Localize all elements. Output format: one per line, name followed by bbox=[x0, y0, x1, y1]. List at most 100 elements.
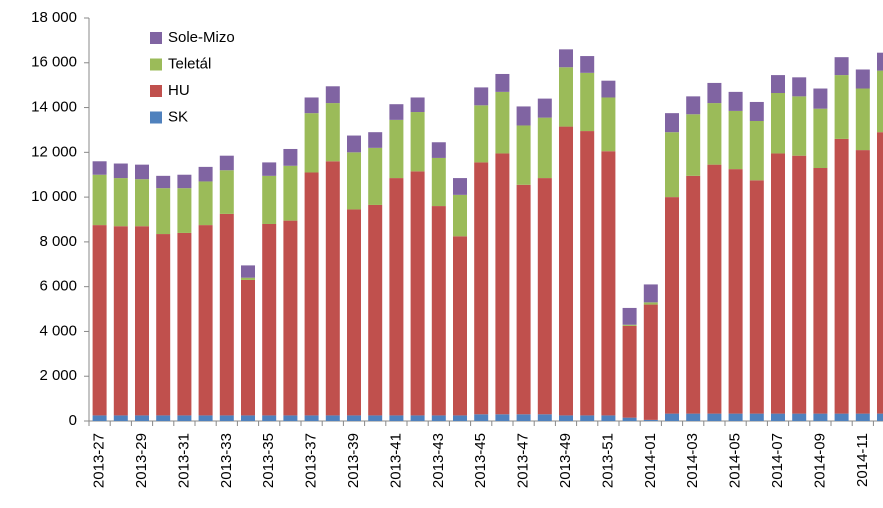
bar-segment bbox=[368, 132, 383, 148]
bar-segment bbox=[453, 415, 467, 421]
bar-segment bbox=[622, 325, 637, 418]
bar-segment bbox=[431, 415, 446, 421]
bar-segment bbox=[792, 413, 807, 421]
x-tick-label: 2013-43 bbox=[430, 433, 447, 488]
bar-segment bbox=[283, 165, 298, 221]
bar-segment bbox=[728, 91, 743, 111]
bar-segment bbox=[410, 171, 425, 416]
bar-segment bbox=[495, 153, 510, 415]
bar-segment bbox=[347, 415, 361, 421]
bar-segment bbox=[198, 181, 213, 226]
bar-segment bbox=[495, 73, 510, 92]
bar-segment bbox=[92, 225, 107, 416]
bar-segment bbox=[262, 415, 277, 421]
bar-segment bbox=[601, 151, 616, 416]
bar-segment bbox=[241, 265, 255, 278]
bar-segment bbox=[241, 277, 255, 280]
y-tick-label: 2 000 bbox=[39, 367, 77, 384]
bar-segment bbox=[707, 82, 722, 104]
bar-segment bbox=[516, 414, 531, 421]
y-tick-label: 16 000 bbox=[31, 54, 77, 71]
bar-segment bbox=[198, 225, 213, 416]
legend-label: Teletál bbox=[168, 55, 211, 72]
y-tick-label: 6 000 bbox=[39, 278, 77, 295]
bar-segment bbox=[516, 125, 531, 185]
bar-segment bbox=[198, 415, 213, 421]
bar-segment bbox=[389, 104, 404, 120]
bar-segment bbox=[877, 413, 883, 421]
bar-segment bbox=[304, 415, 319, 421]
bar-segment bbox=[855, 413, 870, 421]
bar-segment bbox=[262, 223, 277, 416]
bar-segment bbox=[749, 120, 764, 181]
bar-segment bbox=[537, 414, 552, 421]
bar-segment bbox=[749, 413, 764, 421]
bar-segment bbox=[495, 91, 510, 154]
bar-segment bbox=[771, 153, 785, 414]
x-tick-label: 2013-47 bbox=[515, 433, 532, 488]
legend-swatch bbox=[150, 111, 162, 124]
bar-segment bbox=[855, 150, 870, 414]
bar-segment bbox=[389, 178, 404, 416]
bar-segment bbox=[686, 114, 701, 176]
bar-segment bbox=[559, 126, 573, 416]
bar-segment bbox=[728, 110, 743, 170]
x-tick-label: 2013-39 bbox=[345, 433, 362, 488]
bar-segment bbox=[283, 220, 298, 416]
y-tick-label: 8 000 bbox=[39, 233, 77, 250]
x-tick-label: 2014-09 bbox=[811, 433, 828, 488]
x-tick-label: 2013-37 bbox=[303, 433, 320, 488]
bar-segment bbox=[834, 413, 849, 421]
bar-segment bbox=[262, 175, 277, 224]
bar-segment bbox=[877, 132, 883, 414]
bar-segment bbox=[474, 414, 489, 421]
legend-swatch bbox=[150, 32, 162, 44]
bar-segment bbox=[283, 415, 298, 421]
bar-segment bbox=[537, 98, 552, 118]
bar-segment bbox=[559, 49, 573, 68]
bar-segment bbox=[177, 232, 192, 416]
bar-segment bbox=[92, 415, 107, 421]
bar-segment bbox=[325, 415, 340, 421]
bar-segment bbox=[580, 415, 595, 421]
bar-segment bbox=[601, 97, 616, 152]
bar-segment bbox=[516, 106, 531, 126]
bar-segment bbox=[516, 184, 531, 415]
bar-segment bbox=[347, 152, 361, 210]
bar-segment bbox=[686, 413, 701, 421]
bar-segment bbox=[389, 415, 404, 421]
bar-segment bbox=[453, 194, 467, 237]
bar-segment bbox=[325, 103, 340, 162]
bar-segment bbox=[834, 75, 849, 139]
bar-segment bbox=[325, 86, 340, 104]
bar-segment bbox=[834, 57, 849, 76]
bar-segment bbox=[580, 72, 595, 132]
bar-segment bbox=[113, 226, 128, 416]
bar-segment bbox=[156, 415, 171, 421]
x-tick-label: 2013-31 bbox=[175, 433, 192, 488]
bar-segment bbox=[537, 117, 552, 179]
y-tick-label: 4 000 bbox=[39, 322, 77, 339]
bar-segment bbox=[686, 175, 701, 414]
bar-segment bbox=[325, 161, 340, 416]
bar-segment bbox=[431, 142, 446, 158]
bar-segment bbox=[474, 162, 489, 415]
bar-segment bbox=[643, 419, 658, 421]
bar-segment bbox=[792, 155, 807, 414]
bar-segment bbox=[813, 168, 828, 414]
x-tick-label: 2013-29 bbox=[133, 433, 150, 488]
bar-segment bbox=[877, 70, 883, 133]
y-tick-label: 10 000 bbox=[31, 188, 77, 205]
bar-segment bbox=[580, 56, 595, 73]
bar-segment bbox=[368, 147, 383, 205]
bar-segment bbox=[241, 279, 255, 416]
y-tick-label: 18 000 bbox=[31, 9, 77, 26]
bar-segment bbox=[113, 163, 128, 179]
bar-segment bbox=[431, 157, 446, 207]
x-tick-label: 2013-33 bbox=[218, 433, 235, 488]
bar-segment bbox=[813, 108, 828, 169]
x-tick-label: 2014-03 bbox=[684, 433, 701, 488]
bar-segment bbox=[665, 413, 679, 421]
bar-segment bbox=[771, 93, 785, 154]
